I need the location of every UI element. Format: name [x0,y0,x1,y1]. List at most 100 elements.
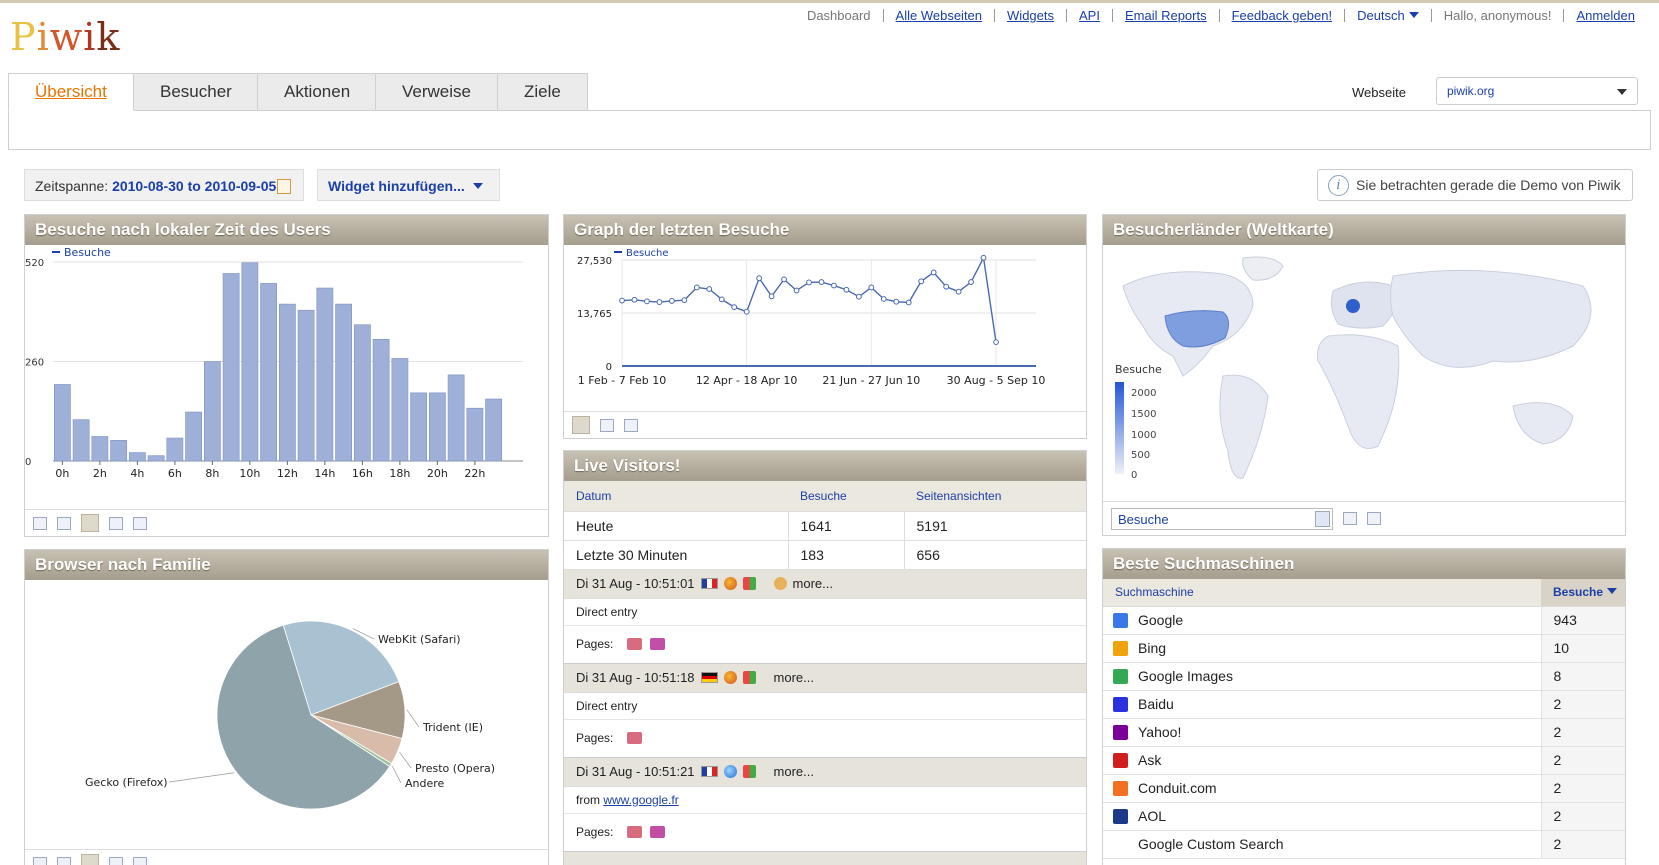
table-view-icon[interactable] [33,516,47,530]
data-point[interactable] [806,279,812,286]
data-point[interactable] [905,299,912,306]
data-point[interactable] [668,298,675,304]
data-point[interactable] [880,296,887,302]
image-export-icon[interactable] [1367,512,1381,525]
calendar-icon[interactable] [277,179,291,194]
bar[interactable] [129,452,146,462]
bar[interactable] [335,303,352,462]
bar-chart-view-icon[interactable] [81,514,99,532]
data-point[interactable] [955,288,962,295]
pie-slice[interactable] [216,624,391,810]
column-header-search-engine[interactable]: Suchmaschine [1103,579,1541,607]
language-selector[interactable]: Deutsch [1344,9,1431,22]
nav-email-reports[interactable]: Email Reports [1124,8,1207,23]
data-point[interactable] [818,279,825,285]
bar[interactable] [72,419,90,462]
table-more-view-icon[interactable] [57,856,71,865]
login-link[interactable]: Anmelden [1576,8,1635,23]
widget-title[interactable]: Beste Suchmaschinen [1103,549,1625,579]
nav-dashboard[interactable]: Dashboard [806,8,871,23]
page-folder-icon[interactable] [650,638,666,650]
bar[interactable] [279,303,296,462]
tab-overview[interactable]: Übersicht [8,73,134,111]
table-row[interactable]: Yahoo! 2 [1103,718,1625,747]
data-point[interactable] [693,284,700,291]
data-point[interactable] [980,254,987,261]
bar[interactable] [372,339,390,462]
bar[interactable] [354,324,371,462]
bar[interactable] [54,384,71,462]
site-selector[interactable]: piwik.org [1436,77,1638,105]
data-point[interactable] [993,339,999,346]
bar[interactable] [204,361,221,462]
table-more-view-icon[interactable] [57,516,71,530]
data-point[interactable] [893,298,900,305]
table-row[interactable]: Ask 2 [1103,746,1625,775]
bar[interactable] [147,455,165,462]
nav-feedback[interactable]: Feedback geben! [1231,8,1333,23]
data-point[interactable] [743,308,750,315]
map-metric-select[interactable]: Besuche [1111,507,1333,530]
data-point[interactable] [930,269,937,276]
bar[interactable] [429,392,446,462]
bar[interactable] [447,374,465,462]
data-point[interactable] [656,299,663,305]
table-row[interactable]: Google Custom Search 2 [1103,830,1625,859]
table-row[interactable]: Google 943 [1103,606,1625,635]
table-view-icon[interactable] [33,856,47,865]
image-export-icon[interactable] [624,418,638,432]
export-icon[interactable] [600,418,614,432]
bar[interactable] [297,309,315,462]
line-chart-view-icon[interactable] [572,416,590,434]
bar[interactable] [410,392,427,462]
period-selector[interactable]: Zeitspanne: 2010-08-30 to 2010-09-05 [24,169,304,201]
tab-visitors[interactable]: Besucher [134,73,258,111]
widget-title[interactable]: Besucherländer (Weltkarte) [1103,215,1625,245]
data-point[interactable] [718,296,725,303]
image-export-icon[interactable] [133,516,147,530]
tab-goals[interactable]: Ziele [498,73,588,111]
widget-title[interactable]: Besuche nach lokaler Zeit des Users [25,215,548,245]
bar[interactable] [91,436,109,462]
data-point[interactable] [644,298,650,305]
table-row[interactable]: Conduit.com 2 [1103,774,1625,803]
bar[interactable] [466,407,484,462]
table-row[interactable]: AOL 2 [1103,802,1625,831]
page-folder-icon[interactable] [627,732,643,744]
period-value[interactable]: 2010-08-30 to 2010-09-05 [112,178,277,194]
widget-title[interactable]: Live Visitors! [564,451,1086,481]
page-folder-icon[interactable] [650,826,666,838]
data-point[interactable] [843,286,850,293]
widget-title[interactable]: Graph der letzten Besuche [564,215,1086,245]
image-export-icon[interactable] [133,856,147,865]
page-folder-icon[interactable] [627,638,643,650]
data-point[interactable] [855,293,862,300]
data-point[interactable] [868,284,875,291]
fullscreen-icon[interactable] [1343,512,1357,525]
nav-widgets[interactable]: Widgets [1007,8,1054,23]
data-point[interactable] [731,304,738,310]
pie-slice[interactable] [282,620,400,716]
bar[interactable] [391,358,409,462]
pie-chart-view-icon[interactable] [81,854,99,865]
data-point[interactable] [968,279,974,285]
data-point[interactable] [918,278,925,285]
referrer-link[interactable]: www.google.fr [603,792,679,807]
nav-all-sites[interactable]: Alle Webseiten [895,8,983,23]
add-widget-button[interactable]: Widget hinzufügen... [317,169,500,201]
world-map[interactable]: Besuche 2000 1500 1000 500 0 [1103,246,1625,508]
export-icon[interactable] [109,516,123,530]
data-point[interactable] [768,293,775,300]
data-point[interactable] [831,282,837,289]
widget-title[interactable]: Browser nach Familie [25,550,548,580]
table-row[interactable]: Baidu 2 [1103,690,1625,719]
data-point[interactable] [681,297,688,304]
bar[interactable] [260,283,277,462]
table-row[interactable]: Google Images 8 [1103,662,1625,691]
tab-referrers[interactable]: Verweise [376,73,498,111]
bar[interactable] [316,287,334,462]
nav-api[interactable]: API [1079,8,1100,23]
bar[interactable] [166,437,184,462]
tab-actions[interactable]: Aktionen [258,73,376,111]
bar[interactable] [485,398,502,462]
